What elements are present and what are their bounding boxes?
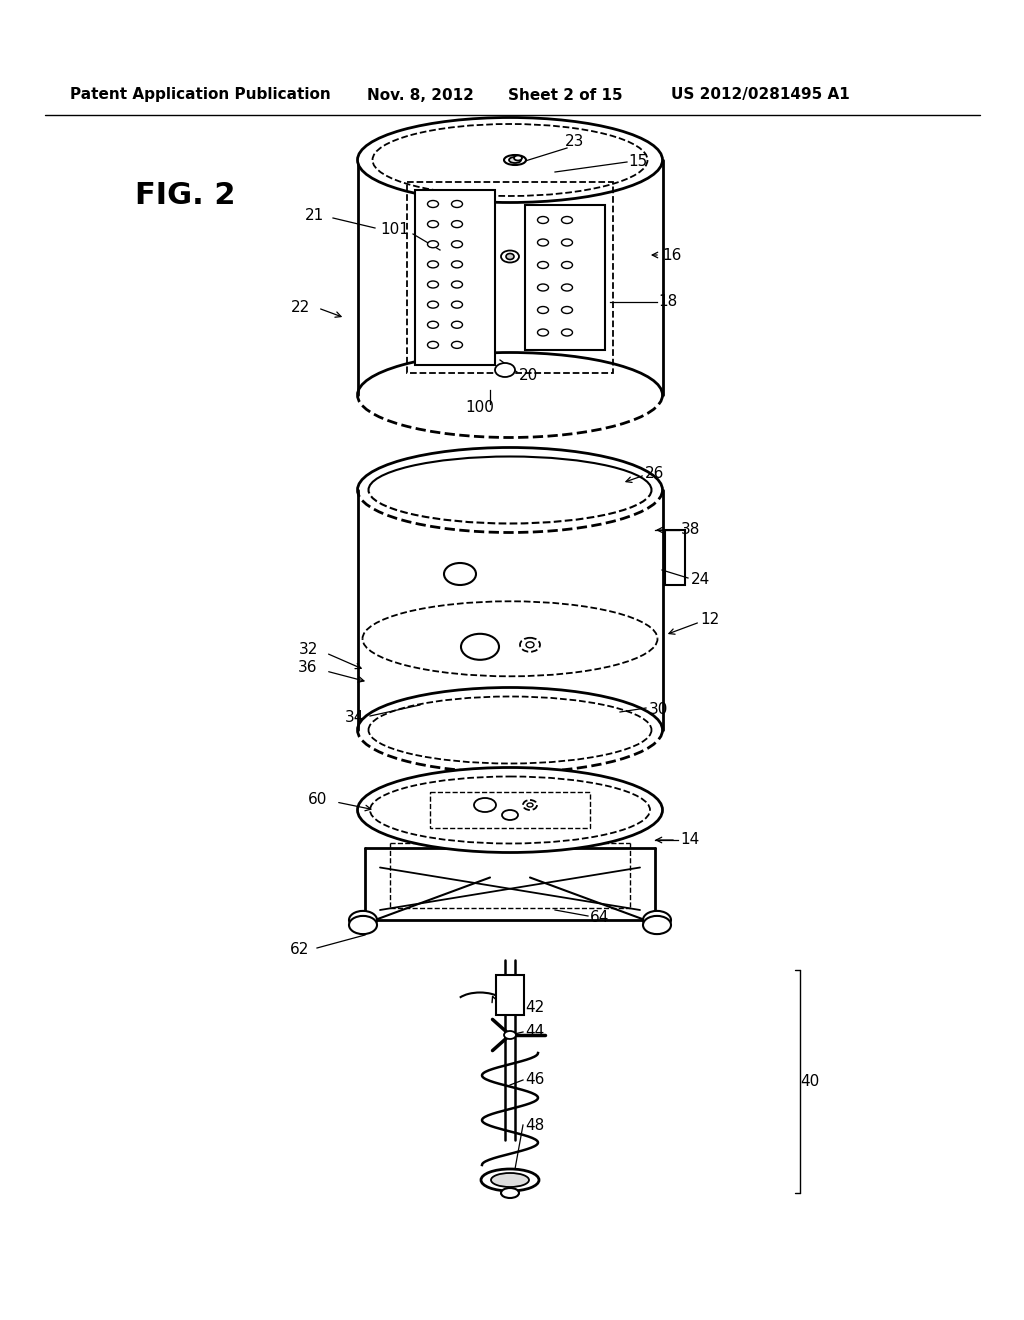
Text: 32: 32 bbox=[298, 643, 317, 657]
Ellipse shape bbox=[538, 261, 549, 268]
Text: 40: 40 bbox=[801, 1074, 819, 1089]
Text: 20: 20 bbox=[518, 367, 538, 383]
Bar bbox=[430, 792, 590, 828]
Text: 14: 14 bbox=[680, 833, 699, 847]
Ellipse shape bbox=[514, 156, 522, 161]
Ellipse shape bbox=[561, 306, 572, 314]
Ellipse shape bbox=[643, 911, 671, 929]
Ellipse shape bbox=[561, 239, 572, 246]
Ellipse shape bbox=[504, 154, 526, 165]
Ellipse shape bbox=[504, 1031, 516, 1039]
Ellipse shape bbox=[527, 803, 534, 807]
Ellipse shape bbox=[506, 253, 514, 260]
Text: 30: 30 bbox=[648, 702, 668, 718]
Text: FIG. 2: FIG. 2 bbox=[135, 181, 236, 210]
Ellipse shape bbox=[538, 284, 549, 290]
Bar bbox=[496, 975, 524, 1015]
Text: 48: 48 bbox=[525, 1118, 545, 1133]
Ellipse shape bbox=[461, 634, 499, 660]
Ellipse shape bbox=[357, 767, 663, 853]
Ellipse shape bbox=[427, 220, 438, 227]
Text: 36: 36 bbox=[298, 660, 317, 676]
Text: 101: 101 bbox=[381, 223, 410, 238]
Text: 22: 22 bbox=[291, 301, 309, 315]
Text: 12: 12 bbox=[700, 612, 720, 627]
Text: 42: 42 bbox=[525, 1001, 545, 1015]
Text: 23: 23 bbox=[565, 135, 585, 149]
Ellipse shape bbox=[427, 261, 438, 268]
Ellipse shape bbox=[561, 284, 572, 290]
Ellipse shape bbox=[495, 363, 515, 378]
Bar bbox=[415, 190, 495, 366]
Ellipse shape bbox=[452, 240, 463, 248]
Ellipse shape bbox=[427, 281, 438, 288]
Ellipse shape bbox=[427, 321, 438, 329]
Text: 26: 26 bbox=[645, 466, 665, 480]
Ellipse shape bbox=[452, 261, 463, 268]
Ellipse shape bbox=[444, 564, 476, 585]
Text: 44: 44 bbox=[525, 1024, 545, 1040]
Ellipse shape bbox=[452, 301, 463, 308]
Text: US 2012/0281495 A1: US 2012/0281495 A1 bbox=[671, 87, 849, 103]
Ellipse shape bbox=[452, 342, 463, 348]
Text: Nov. 8, 2012: Nov. 8, 2012 bbox=[367, 87, 473, 103]
Ellipse shape bbox=[427, 342, 438, 348]
Ellipse shape bbox=[526, 642, 534, 648]
Bar bbox=[407, 182, 613, 374]
Bar bbox=[525, 205, 605, 350]
Text: 34: 34 bbox=[345, 710, 365, 726]
Ellipse shape bbox=[538, 216, 549, 223]
Text: 18: 18 bbox=[658, 294, 678, 309]
Ellipse shape bbox=[349, 911, 377, 929]
Ellipse shape bbox=[452, 201, 463, 207]
Text: 21: 21 bbox=[305, 207, 325, 223]
Ellipse shape bbox=[349, 916, 377, 935]
Text: 16: 16 bbox=[663, 248, 682, 263]
Ellipse shape bbox=[427, 301, 438, 308]
Text: Sheet 2 of 15: Sheet 2 of 15 bbox=[508, 87, 623, 103]
Text: 62: 62 bbox=[291, 942, 309, 957]
Ellipse shape bbox=[481, 1170, 539, 1191]
Ellipse shape bbox=[538, 239, 549, 246]
Ellipse shape bbox=[452, 321, 463, 329]
Ellipse shape bbox=[502, 810, 518, 820]
Ellipse shape bbox=[490, 1173, 529, 1187]
Bar bbox=[665, 531, 684, 585]
Text: 60: 60 bbox=[308, 792, 328, 808]
Ellipse shape bbox=[561, 216, 572, 223]
Ellipse shape bbox=[427, 240, 438, 248]
Text: 64: 64 bbox=[590, 911, 609, 925]
Text: Patent Application Publication: Patent Application Publication bbox=[70, 87, 331, 103]
Text: 24: 24 bbox=[690, 573, 710, 587]
Ellipse shape bbox=[427, 201, 438, 207]
Ellipse shape bbox=[561, 329, 572, 337]
Ellipse shape bbox=[452, 281, 463, 288]
Ellipse shape bbox=[643, 916, 671, 935]
Ellipse shape bbox=[538, 306, 549, 314]
Text: 100: 100 bbox=[466, 400, 495, 416]
Ellipse shape bbox=[452, 220, 463, 227]
Ellipse shape bbox=[501, 1188, 519, 1199]
Text: 15: 15 bbox=[629, 154, 647, 169]
Text: 46: 46 bbox=[525, 1072, 545, 1088]
Text: 38: 38 bbox=[680, 523, 699, 537]
Ellipse shape bbox=[509, 157, 521, 162]
Ellipse shape bbox=[357, 117, 663, 202]
Ellipse shape bbox=[501, 251, 519, 263]
Ellipse shape bbox=[474, 799, 496, 812]
Ellipse shape bbox=[538, 329, 549, 337]
Ellipse shape bbox=[561, 261, 572, 268]
